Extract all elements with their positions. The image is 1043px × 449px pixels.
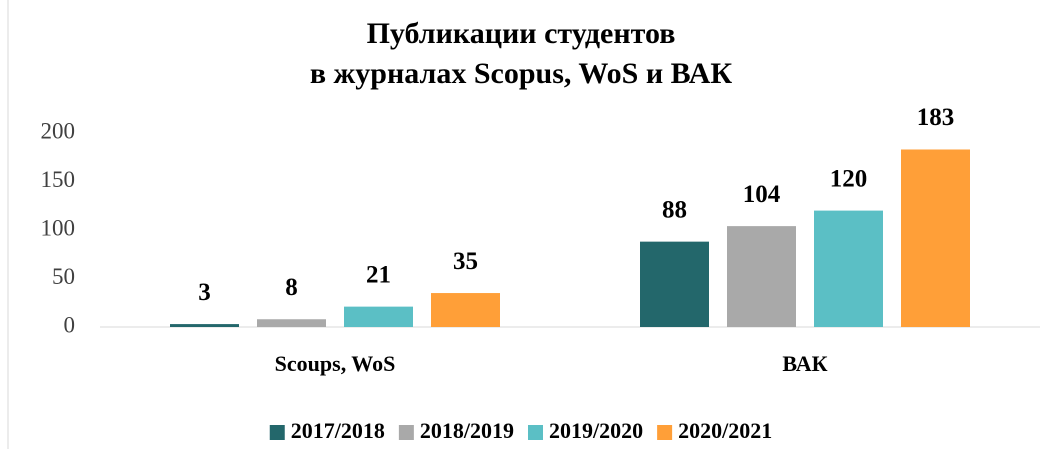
x-tick-label: ВАК [782,351,827,376]
data-label: 88 [662,196,687,223]
y-tick-label: 150 [41,167,76,192]
data-label: 8 [285,274,298,301]
data-label: 183 [917,104,955,131]
bar [814,210,883,327]
chart-title: Публикации студентов [367,17,676,50]
y-tick-label: 100 [41,215,76,240]
legend-swatch [528,425,543,440]
legend-label: 2018/2019 [420,418,514,443]
y-tick-label: 200 [41,118,76,143]
bar [344,306,413,327]
legend-swatch [398,425,414,440]
bar [257,319,326,327]
chart-title: в журналах Scopus, WoS и ВАК [310,57,733,90]
legend-label: 2017/2018 [291,418,385,443]
legend-swatch [269,425,285,440]
bar [431,293,500,327]
data-label: 104 [743,181,781,208]
bar [727,226,796,327]
bar [901,149,970,327]
data-label: 21 [366,261,391,288]
data-label: 120 [830,165,868,192]
bar [640,241,709,327]
legend-label: 2019/2020 [549,418,643,443]
legend-swatch [657,425,673,440]
data-label: 35 [453,248,478,275]
y-tick-label: 50 [52,264,75,289]
bar [170,324,239,327]
y-tick-label: 0 [64,312,76,337]
x-tick-label: Scoups, WoS [275,351,396,376]
legend-label: 2020/2021 [678,418,772,443]
data-label: 3 [198,279,211,306]
